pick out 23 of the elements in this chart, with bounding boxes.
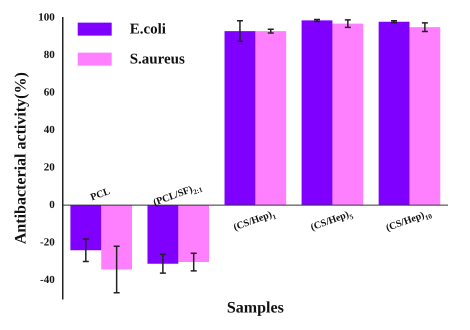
legend-label: S.aureus xyxy=(130,51,186,68)
y-tick-label: 80 xyxy=(44,48,56,61)
bar xyxy=(101,205,132,270)
bar xyxy=(224,31,256,206)
y-tick-label: 60 xyxy=(44,86,56,98)
bar xyxy=(409,27,440,206)
y-tick-label: 20 xyxy=(44,161,56,174)
bar xyxy=(255,31,286,206)
bar xyxy=(147,205,178,264)
y-tick-label: -20 xyxy=(40,236,56,248)
bar xyxy=(332,24,364,206)
y-tick-label: -40 xyxy=(40,274,56,286)
bar xyxy=(178,205,210,262)
y-tick-label: 40 xyxy=(44,124,56,136)
bar xyxy=(378,22,410,206)
x-axis-title: Samples xyxy=(226,300,284,317)
bar xyxy=(302,20,332,206)
legend-label: E.coli xyxy=(130,21,166,38)
bar xyxy=(70,205,102,250)
x-tick-label: PCL xyxy=(89,186,112,204)
y-tick-label: 100 xyxy=(38,11,56,24)
y-tick-label: 0 xyxy=(49,198,56,211)
y-axis-title: Antibacterial activity(%) xyxy=(12,72,30,244)
